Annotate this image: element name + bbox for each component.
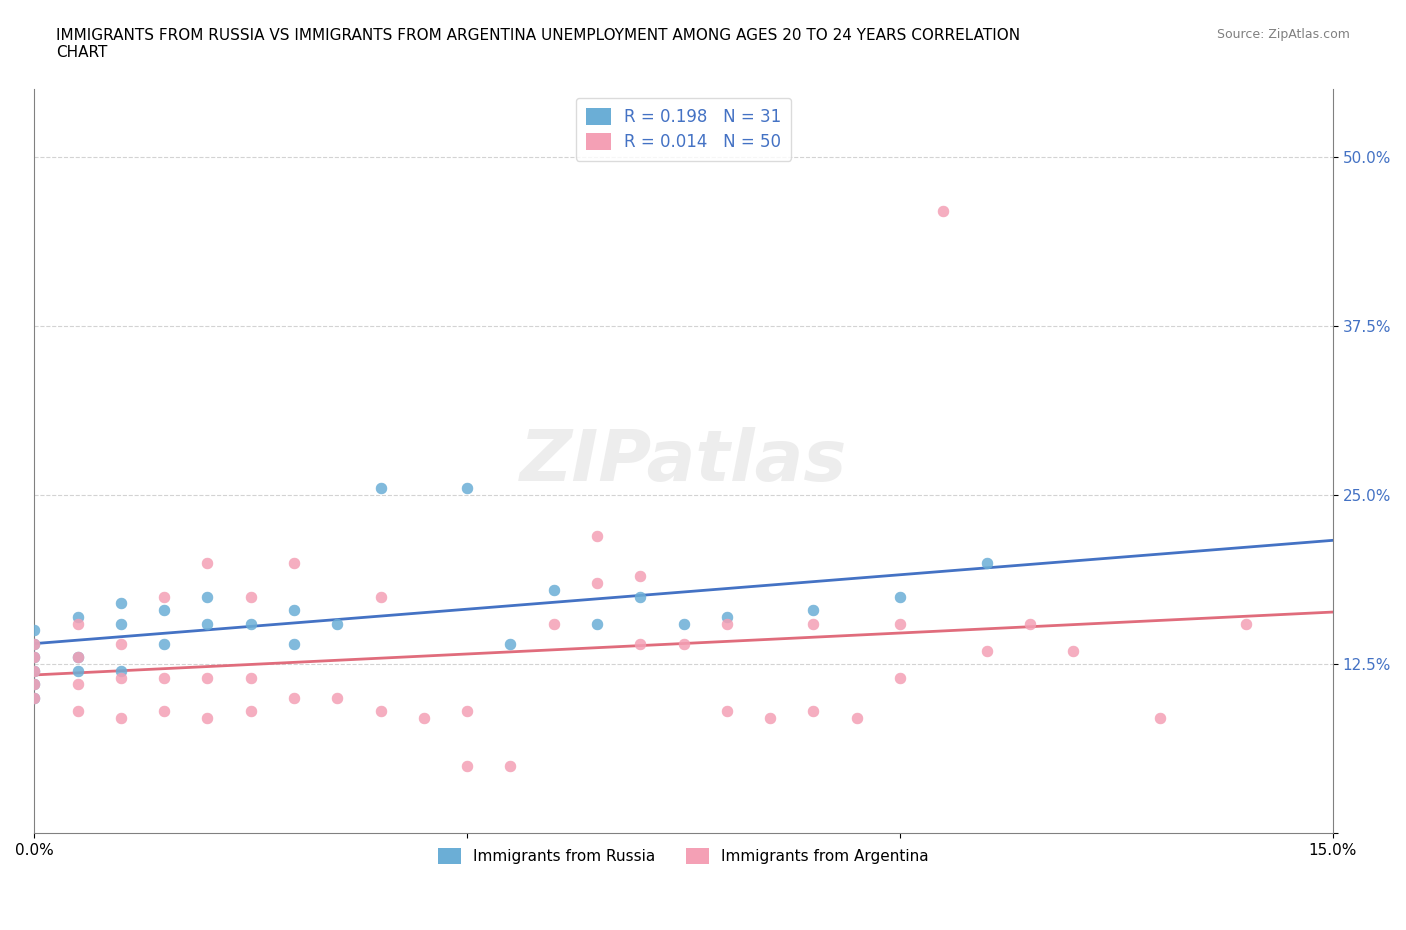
Point [889, 671, 911, 685]
Point [456, 704, 478, 719]
Point [110, 616, 132, 631]
Point [283, 690, 305, 705]
Point [66, 663, 89, 678]
Point [1234, 616, 1257, 631]
Point [370, 704, 392, 719]
Point [197, 671, 219, 685]
Point [110, 711, 132, 725]
Point [22, 636, 45, 651]
Point [283, 555, 305, 570]
Point [803, 616, 825, 631]
Point [759, 711, 782, 725]
Point [283, 603, 305, 618]
Point [672, 636, 695, 651]
Point [628, 636, 651, 651]
Point [66, 609, 89, 624]
Point [932, 204, 955, 219]
Point [22, 677, 45, 692]
Point [543, 616, 565, 631]
Legend: Immigrants from Russia, Immigrants from Argentina: Immigrants from Russia, Immigrants from … [432, 842, 935, 870]
Point [22, 650, 45, 665]
Point [66, 677, 89, 692]
Text: Source: ZipAtlas.com: Source: ZipAtlas.com [1216, 28, 1350, 41]
Point [456, 481, 478, 496]
Point [110, 663, 132, 678]
Point [672, 616, 695, 631]
Point [326, 690, 349, 705]
Point [283, 636, 305, 651]
Text: ZIPatlas: ZIPatlas [520, 427, 848, 496]
Point [22, 690, 45, 705]
Point [110, 636, 132, 651]
Point [66, 704, 89, 719]
Point [110, 671, 132, 685]
Point [543, 582, 565, 597]
Point [110, 596, 132, 611]
Point [499, 758, 522, 773]
Point [326, 616, 349, 631]
Point [66, 650, 89, 665]
Point [803, 603, 825, 618]
Point [22, 623, 45, 638]
Point [197, 616, 219, 631]
Point [153, 589, 176, 604]
Point [1018, 616, 1040, 631]
Point [239, 704, 262, 719]
Point [197, 555, 219, 570]
Point [412, 711, 434, 725]
Point [586, 576, 609, 591]
Point [22, 636, 45, 651]
Point [153, 704, 176, 719]
Point [197, 711, 219, 725]
Point [22, 663, 45, 678]
Point [586, 528, 609, 543]
Point [153, 636, 176, 651]
Point [22, 677, 45, 692]
Point [628, 569, 651, 584]
Point [153, 671, 176, 685]
Point [66, 650, 89, 665]
Point [628, 589, 651, 604]
Point [586, 616, 609, 631]
Point [239, 616, 262, 631]
Point [22, 690, 45, 705]
Text: IMMIGRANTS FROM RUSSIA VS IMMIGRANTS FROM ARGENTINA UNEMPLOYMENT AMONG AGES 20 T: IMMIGRANTS FROM RUSSIA VS IMMIGRANTS FRO… [56, 28, 1021, 60]
Point [22, 650, 45, 665]
Point [716, 704, 738, 719]
Point [239, 589, 262, 604]
Point [22, 663, 45, 678]
Point [716, 616, 738, 631]
Point [1062, 644, 1084, 658]
Point [889, 589, 911, 604]
Point [499, 636, 522, 651]
Point [197, 589, 219, 604]
Point [153, 603, 176, 618]
Point [845, 711, 868, 725]
Point [1149, 711, 1171, 725]
Point [716, 609, 738, 624]
Point [803, 704, 825, 719]
Point [976, 644, 998, 658]
Point [370, 589, 392, 604]
Point [239, 671, 262, 685]
Point [976, 555, 998, 570]
Point [370, 481, 392, 496]
Point [66, 616, 89, 631]
Point [889, 616, 911, 631]
Point [456, 758, 478, 773]
